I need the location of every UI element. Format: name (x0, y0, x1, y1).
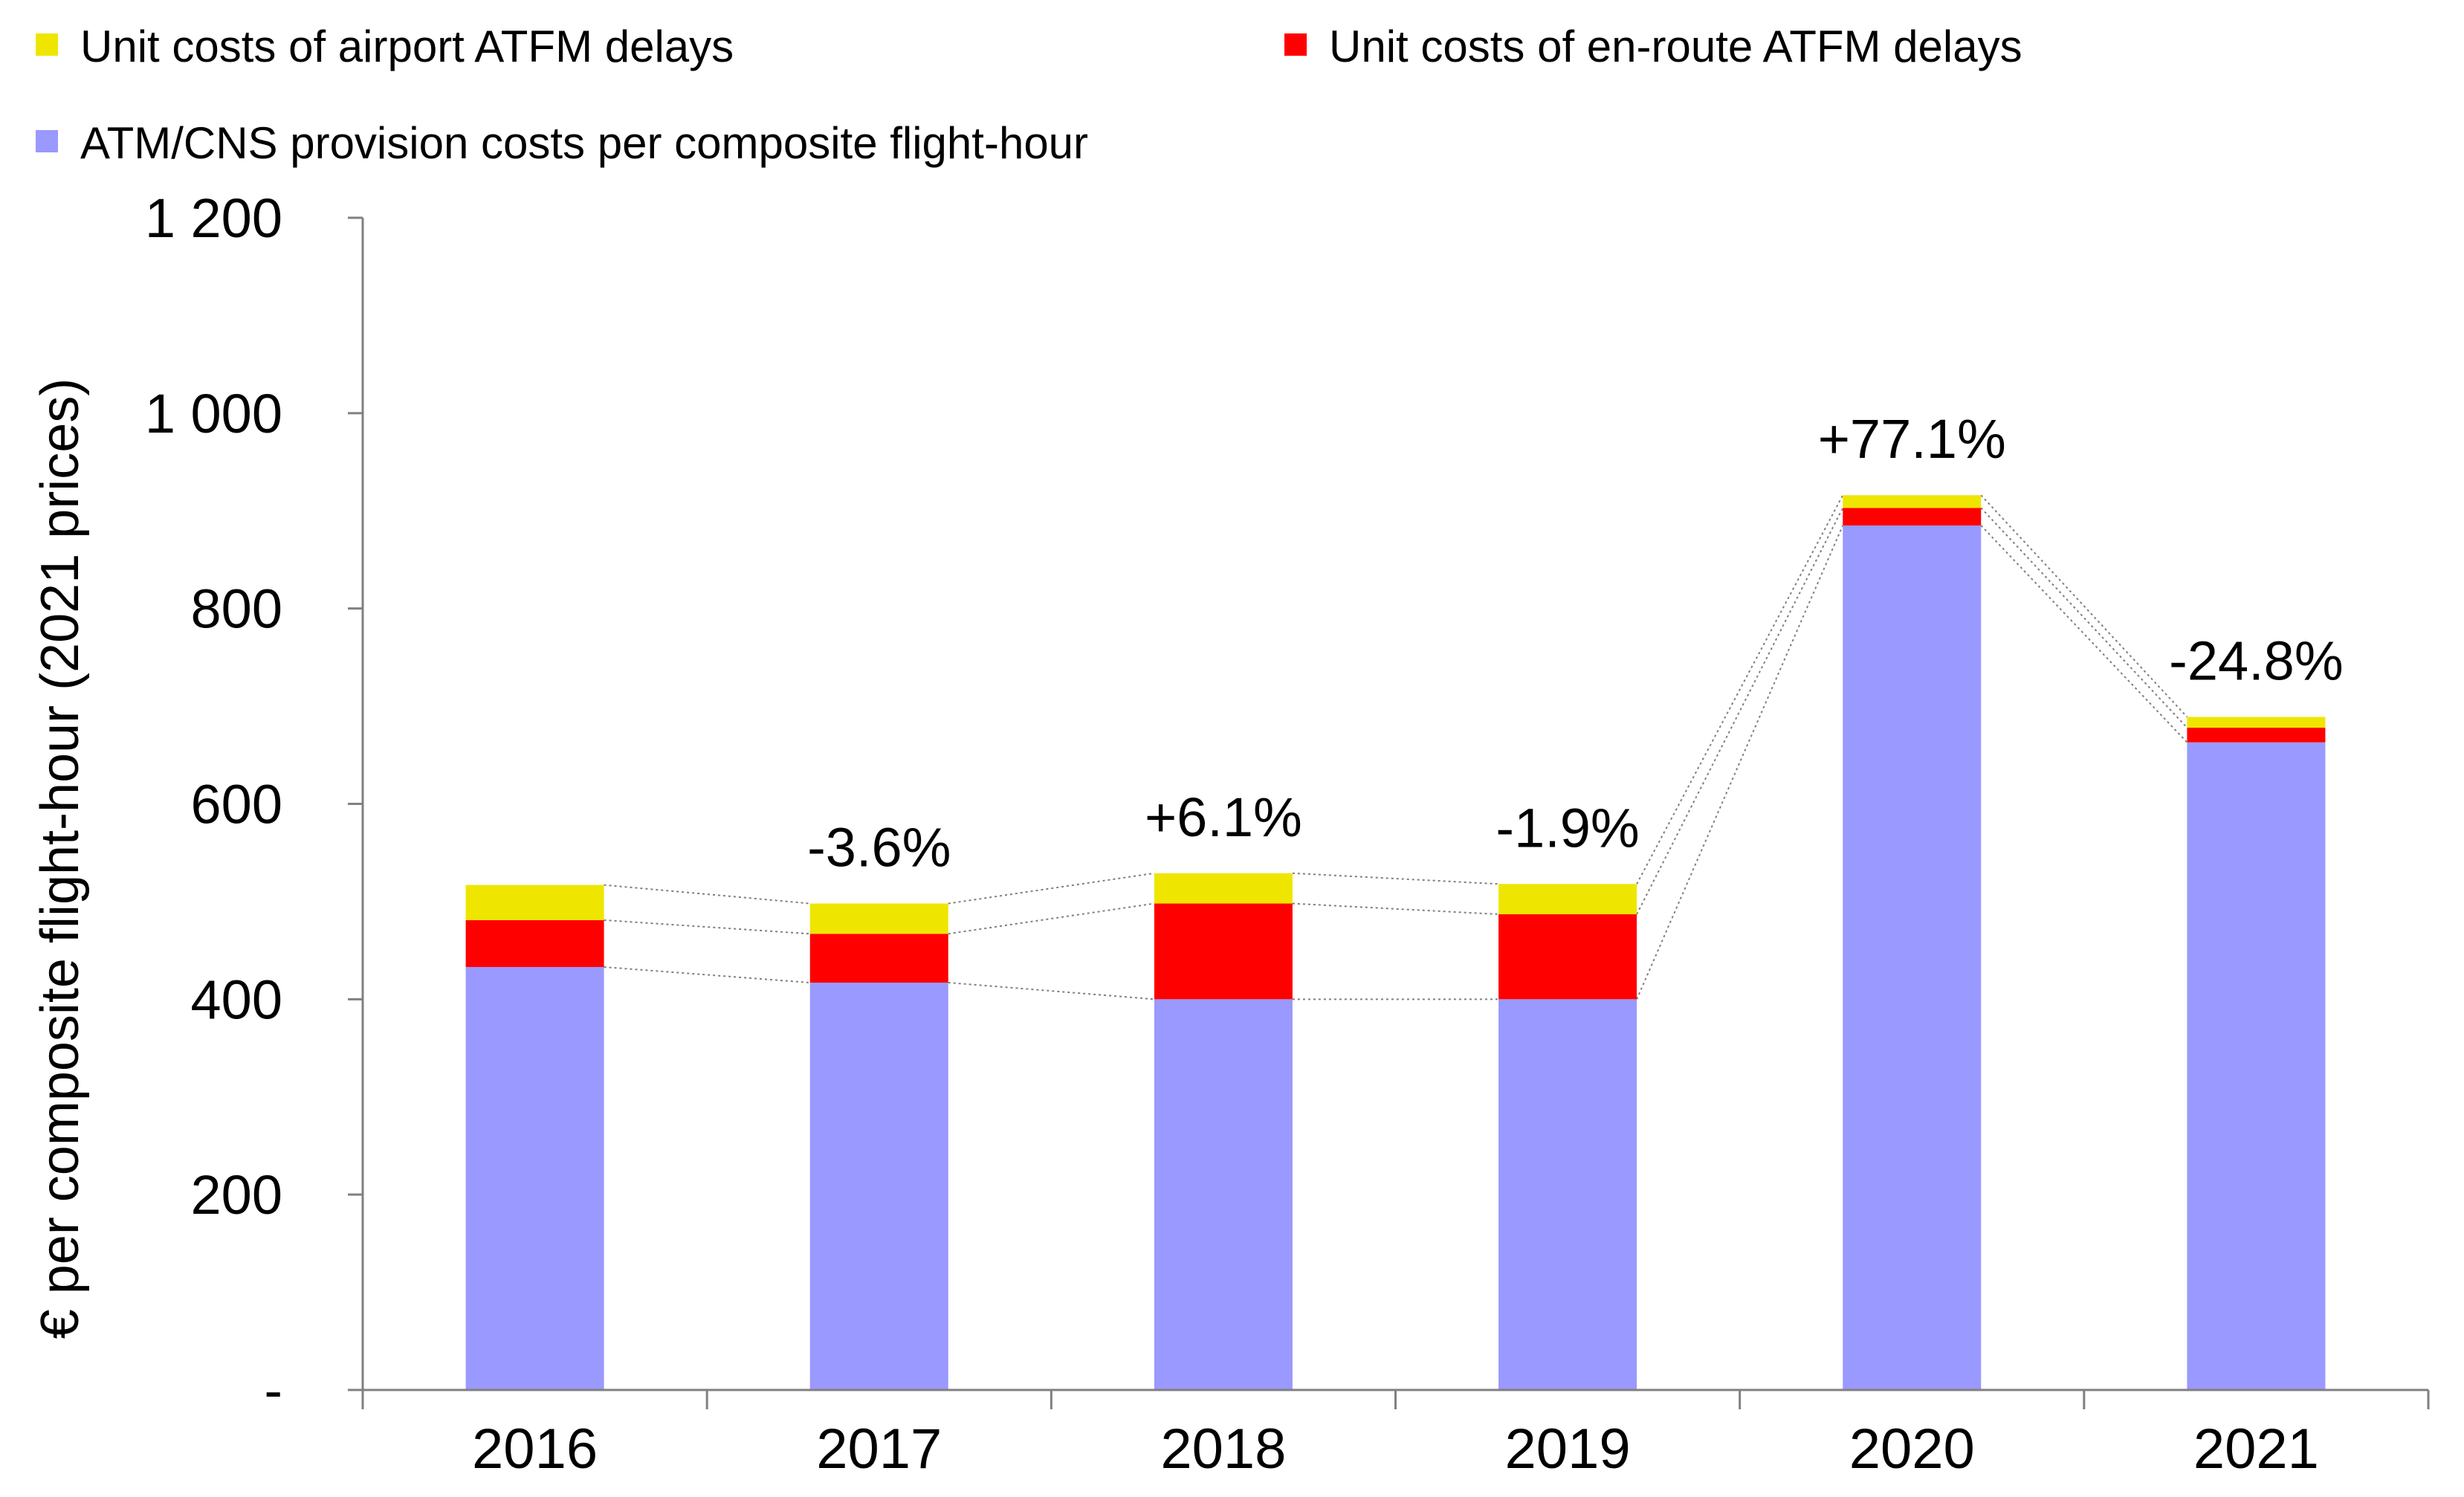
connector-line (1636, 507, 1844, 915)
bar-segment (1498, 999, 1637, 1390)
y-tick-label: 600 (191, 774, 282, 835)
legend-label-airport: Unit costs of airport ATFM delays (80, 22, 734, 71)
change-labels: -3.6% +6.1% -1.9% +77.1% -24.8% (807, 408, 2344, 878)
change-label: -24.8% (2169, 630, 2343, 692)
connector-line (1636, 494, 1844, 885)
bar-segment (465, 885, 604, 920)
bar-segment (1154, 999, 1293, 1390)
y-tick-label: 1 000 (145, 383, 282, 444)
y-axis-title: € per composite flight-hour (2021 prices… (30, 378, 90, 1339)
legend-swatch-enroute (1284, 33, 1307, 56)
change-label: -1.9% (1495, 797, 1639, 859)
bar-segment (1843, 525, 1982, 1390)
x-category-label: 2019 (1505, 1417, 1631, 1481)
bar-segment (1843, 508, 1982, 526)
x-category-label: 2018 (1160, 1417, 1286, 1481)
axes (361, 218, 2428, 1391)
connector-line (1292, 902, 1499, 915)
x-category-label: 2016 (472, 1417, 598, 1481)
connector-line (604, 919, 810, 935)
x-category-label: 2017 (816, 1417, 942, 1481)
y-tick-label: 800 (191, 578, 282, 640)
legend-label-atm-cns: ATM/CNS provision costs per composite fl… (80, 118, 1088, 168)
connector-lines (604, 494, 2188, 1000)
connector-line (1980, 525, 2188, 743)
legend-swatch-atm-cns (36, 130, 58, 152)
connector-line (604, 884, 810, 905)
bar-segment (809, 982, 948, 1390)
bar-segment (809, 934, 948, 983)
connector-line (948, 981, 1154, 1000)
connector-line (1980, 494, 2188, 718)
change-label: +6.1% (1145, 786, 1302, 848)
bar-segment (1154, 873, 1293, 904)
y-tick-label: - (264, 1359, 282, 1421)
bar-segment (1843, 495, 1982, 508)
y-tick-label: 400 (191, 969, 282, 1030)
bar-segment (465, 966, 604, 1390)
bar-segment (809, 903, 948, 934)
x-ticks: 2016 2017 2018 2019 2020 2021 (361, 1390, 2430, 1481)
connector-line (1292, 872, 1499, 885)
bar-segment (2187, 742, 2326, 1390)
legend: Unit costs of airport ATFM delays Unit c… (36, 22, 2022, 168)
bars (465, 495, 2326, 1390)
change-label: -3.6% (807, 817, 951, 879)
legend-label-enroute: Unit costs of en-route ATFM delays (1329, 22, 2022, 71)
legend-swatch-airport (36, 33, 58, 56)
connector-line (948, 872, 1155, 905)
bar-segment (2187, 727, 2326, 743)
bar-segment (465, 919, 604, 967)
connector-line (604, 966, 810, 983)
y-tick-label: 1 200 (145, 187, 282, 249)
bar-segment (1498, 884, 1637, 915)
x-category-label: 2020 (1849, 1417, 1975, 1481)
bar-segment (2187, 717, 2326, 728)
connector-line (1980, 507, 2188, 728)
bar-segment (1154, 903, 1293, 1000)
bar-segment (1498, 914, 1637, 1000)
change-label: +77.1% (1818, 408, 2006, 470)
x-category-label: 2021 (2193, 1417, 2319, 1481)
y-tick-label: 200 (191, 1164, 282, 1226)
connector-line (948, 902, 1155, 935)
connector-line (1636, 525, 1844, 1000)
y-ticks: - 200 400 600 800 1 000 1 200 (145, 187, 363, 1421)
